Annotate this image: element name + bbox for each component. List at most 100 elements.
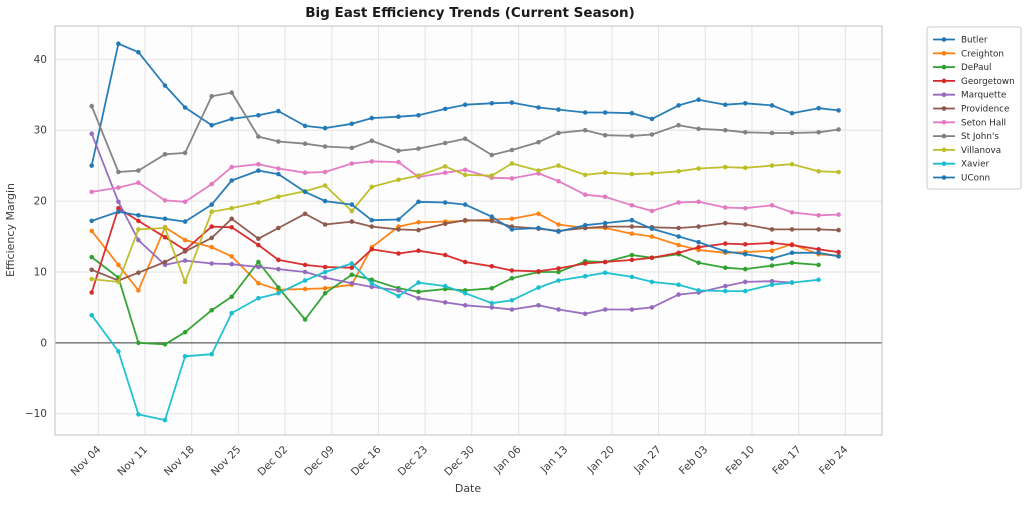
- data-point: [723, 265, 728, 271]
- data-point: [676, 242, 681, 248]
- data-point: [696, 166, 701, 171]
- data-point: [116, 209, 121, 214]
- data-point: [582, 261, 588, 266]
- data-point: [602, 110, 608, 115]
- data-point: [556, 266, 561, 271]
- data-point: [629, 307, 635, 312]
- data-point: [489, 305, 495, 310]
- y-tick-label: 20: [34, 196, 47, 208]
- data-point: [816, 227, 821, 232]
- data-point: [836, 249, 841, 255]
- legend-marker: [941, 64, 947, 70]
- data-point: [556, 307, 561, 312]
- data-point: [696, 97, 701, 102]
- data-point: [789, 110, 795, 116]
- data-point: [229, 254, 234, 259]
- series-uconn: [89, 168, 841, 261]
- data-point: [322, 290, 328, 296]
- data-point: [556, 278, 561, 283]
- data-point: [462, 172, 468, 178]
- data-point: [536, 269, 541, 274]
- data-point: [256, 168, 261, 173]
- data-point: [582, 127, 588, 133]
- data-point: [182, 150, 188, 156]
- x-tick-label: Nov 18: [162, 444, 197, 479]
- data-point: [509, 307, 515, 312]
- data-point: [582, 273, 588, 279]
- plot-layer: Nov 04 Nov 11 Nov 18 Nov 25 Dec 02 Dec 09 Dec …: [25, 25, 883, 479]
- data-point: [89, 290, 94, 295]
- data-point: [629, 252, 635, 258]
- data-point: [743, 242, 748, 247]
- data-point: [509, 227, 515, 232]
- data-point: [182, 199, 188, 205]
- data-point: [602, 132, 608, 138]
- data-point: [442, 221, 448, 227]
- legend-item-villanova: Villanova: [933, 146, 1001, 156]
- legend-marker: [941, 133, 947, 139]
- data-point: [116, 205, 121, 211]
- data-point: [276, 171, 281, 177]
- data-point: [602, 220, 608, 226]
- data-point: [743, 205, 748, 211]
- data-point: [369, 138, 375, 144]
- data-point: [349, 121, 355, 127]
- legend-item-st-john-s: St John's: [933, 132, 999, 142]
- legend-label: St John's: [961, 132, 999, 142]
- data-point: [369, 184, 375, 190]
- legend-item-butler: Butler: [933, 36, 988, 46]
- data-point: [209, 202, 214, 207]
- data-point: [509, 276, 515, 281]
- data-point: [582, 110, 588, 115]
- data-point: [396, 251, 401, 256]
- data-point: [136, 49, 141, 55]
- legend-item-xavier: Xavier: [933, 160, 989, 170]
- data-point: [369, 217, 375, 223]
- data-point: [209, 351, 214, 357]
- data-point: [136, 218, 141, 224]
- data-point: [89, 131, 94, 136]
- data-point: [136, 227, 141, 232]
- data-point: [629, 257, 635, 263]
- data-point: [256, 281, 261, 286]
- data-point: [322, 183, 328, 188]
- data-point: [816, 277, 821, 283]
- data-point: [789, 227, 795, 232]
- data-point: [416, 220, 421, 225]
- data-point: [136, 237, 141, 243]
- data-point: [582, 311, 588, 317]
- legend-marker: [941, 78, 947, 84]
- data-point: [489, 101, 495, 106]
- series-line: [90, 262, 820, 421]
- legend-label: Seton Hall: [961, 118, 1006, 128]
- data-point: [649, 132, 655, 137]
- data-point: [229, 225, 234, 230]
- data-point: [743, 165, 748, 171]
- y-axis-label: Efficiency Margin: [4, 183, 17, 277]
- data-point: [769, 103, 775, 108]
- data-point: [209, 93, 214, 99]
- data-point: [556, 269, 561, 275]
- legend: Butler Creighton DePaul Georgetown Marquette…: [926, 26, 1022, 190]
- data-point: [229, 216, 234, 222]
- data-point: [629, 133, 635, 139]
- data-point: [162, 216, 168, 222]
- legend-label: DePaul: [961, 63, 992, 73]
- data-point: [816, 169, 821, 174]
- legend-item-georgetown: Georgetown: [933, 77, 1015, 87]
- data-point: [229, 261, 234, 267]
- data-point: [369, 159, 375, 164]
- data-point: [162, 234, 168, 240]
- data-point: [442, 252, 448, 258]
- data-point: [256, 295, 261, 301]
- data-point: [256, 161, 261, 167]
- data-point: [302, 262, 308, 268]
- data-point: [416, 295, 421, 301]
- data-point: [209, 181, 214, 187]
- data-point: [462, 290, 468, 296]
- data-point: [489, 218, 495, 224]
- data-point: [416, 146, 421, 151]
- data-point: [396, 288, 401, 293]
- data-point: [416, 227, 421, 233]
